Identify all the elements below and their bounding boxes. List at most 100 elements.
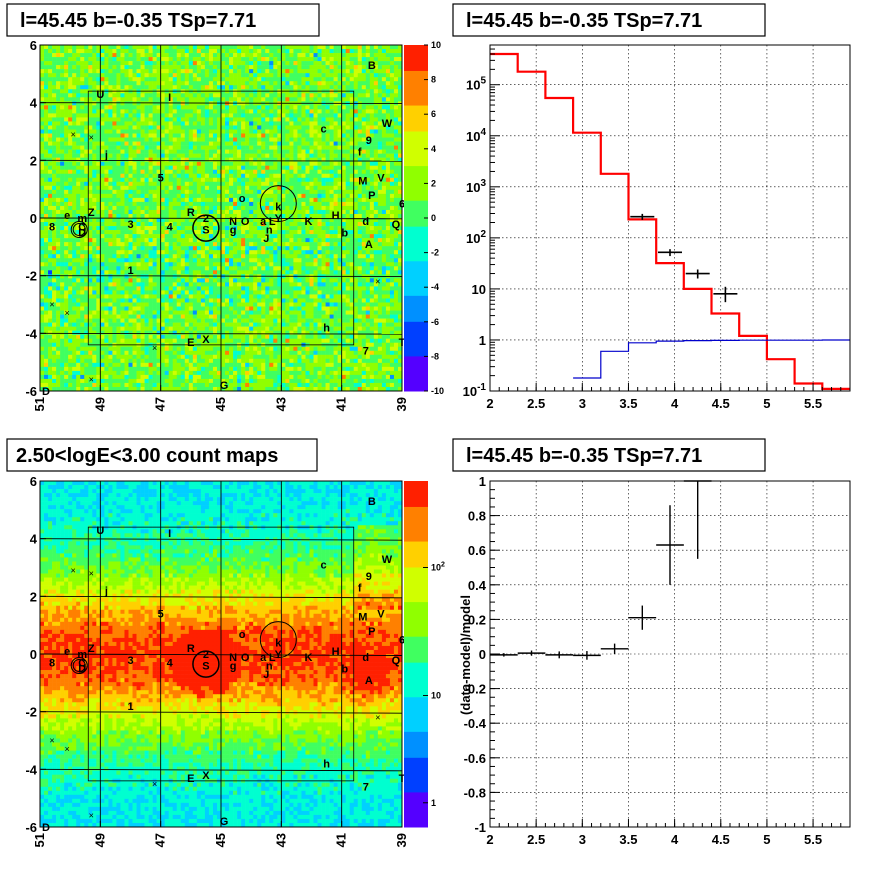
residual-heatmap-cell [361, 113, 367, 118]
residual-heatmap-cell [341, 141, 346, 146]
residual-heatmap-cell [80, 69, 85, 74]
residual-heatmap-cell [200, 149, 206, 154]
residual-heatmap-cell [281, 133, 286, 138]
residual-heatmap-cell [40, 65, 45, 70]
residual-heatmap-cell [361, 45, 367, 50]
residual-heatmap-cell [277, 57, 282, 62]
residual-heatmap-cell [148, 177, 153, 183]
residual-heatmap-cell [160, 105, 165, 110]
residual-heatmap-cell [317, 97, 322, 102]
residual-heatmap-cell [225, 45, 230, 50]
residual-heatmap-cell [148, 201, 153, 207]
residual-heatmap-cell [325, 53, 330, 58]
residual-heatmap-cell [237, 250, 242, 255]
residual-heatmap-cell [188, 161, 194, 166]
residual-heatmap-cell [100, 161, 105, 166]
residual-heatmap-cell [285, 133, 290, 138]
residual-heatmap-cell [60, 97, 65, 102]
residual-heatmap-cell [216, 105, 222, 110]
residual-heatmap-cell [128, 157, 133, 162]
residual-heatmap-cell [297, 93, 302, 98]
residual-heatmap-cell [261, 129, 266, 134]
residual-heatmap-cell [297, 105, 302, 110]
residual-heatmap-cell [164, 77, 170, 82]
residual-heatmap-cell [369, 45, 375, 50]
residual-heatmap-cell [204, 169, 210, 175]
residual-heatmap-cell [208, 205, 214, 211]
residual-heatmap-cell [176, 161, 182, 166]
residual-heatmap-cell [52, 85, 57, 90]
residual-heatmap-cell [92, 57, 97, 62]
residual-heatmap-cell [241, 117, 246, 122]
residual-heatmap-cell [393, 117, 399, 122]
residual-heatmap-cell [261, 161, 266, 166]
residual-heatmap-cell [204, 250, 210, 255]
residual-heatmap-cell [357, 254, 363, 259]
residual-heatmap-cell [180, 73, 186, 78]
residual-heatmap-cell [208, 61, 214, 66]
residual-heatmap-cell [305, 121, 310, 126]
residual-heatmap-cell [176, 113, 182, 118]
residual-heatmap-cell [261, 254, 266, 259]
residual-heatmap-cell [293, 105, 298, 110]
residual-heatmap-cell [341, 197, 346, 203]
residual-heatmap-cell [349, 133, 355, 138]
residual-heatmap-cell [180, 65, 186, 70]
residual-heatmap-cell [357, 89, 363, 94]
residual-heatmap-cell [301, 69, 306, 74]
residual-heatmap-cell [68, 101, 73, 106]
residual-heatmap-cell [60, 157, 65, 162]
residual-heatmap-cell [221, 209, 226, 215]
residual-heatmap-cell [136, 213, 141, 219]
residual-heatmap-cell [200, 193, 206, 199]
residual-heatmap-cell [229, 65, 234, 70]
residual-heatmap-cell [245, 254, 250, 259]
residual-heatmap-cell [397, 113, 402, 118]
residual-heatmap-cell [208, 141, 214, 146]
residual-heatmap-cell [261, 177, 266, 183]
residual-heatmap-cell [353, 73, 359, 78]
residual-heatmap-cell [216, 85, 222, 90]
residual-heatmap-cell [188, 141, 194, 146]
residual-heatmap-cell [253, 117, 258, 122]
residual-heatmap-cell [221, 45, 226, 50]
residual-heatmap-cell [297, 77, 302, 82]
residual-heatmap-cell [261, 113, 266, 118]
residual-heatmap-cell [192, 53, 198, 58]
residual-heatmap-cell [164, 141, 170, 146]
residual-heatmap-cell [164, 117, 170, 122]
residual-heatmap-cell [385, 57, 391, 62]
residual-heatmap-cell [329, 218, 334, 223]
residual-heatmap-cell [152, 181, 157, 187]
residual-heatmap-cell [373, 262, 379, 267]
residual-heatmap-cell [192, 205, 198, 211]
residual-heatmap-cell [393, 113, 399, 118]
residual-heatmap-cell [349, 201, 355, 207]
residual-heatmap-cell [200, 165, 206, 171]
residual-heatmap-cell [168, 109, 174, 114]
residual-heatmap-cell [225, 181, 230, 187]
residual-heatmap-cell [120, 153, 125, 158]
residual-heatmap-cell [249, 113, 254, 118]
residual-heatmap-cell [76, 205, 81, 211]
residual-heatmap-cell [188, 177, 194, 183]
residual-heatmap-cell [273, 65, 278, 70]
residual-heatmap-cell [48, 141, 53, 146]
residual-heatmap-cell [96, 105, 101, 110]
residual-heatmap-cell [152, 197, 157, 203]
residual-heatmap-cell [397, 93, 402, 98]
residual-heatmap-cell [349, 117, 355, 122]
residual-heatmap-cell [204, 65, 210, 70]
residual-heatmap-cell [56, 246, 61, 251]
residual-heatmap-cell [204, 242, 210, 247]
residual-heatmap-cell [96, 161, 101, 166]
residual-heatmap-cell [361, 81, 367, 86]
residual-heatmap-cell [317, 173, 322, 179]
residual-heatmap-cell [261, 201, 266, 207]
residual-heatmap-cell [176, 141, 182, 146]
residual-heatmap-cell [76, 73, 81, 78]
residual-heatmap-cell [249, 181, 254, 187]
residual-heatmap-cell [345, 153, 351, 158]
residual-heatmap-cell [397, 226, 402, 231]
residual-heatmap-cell [64, 153, 69, 158]
